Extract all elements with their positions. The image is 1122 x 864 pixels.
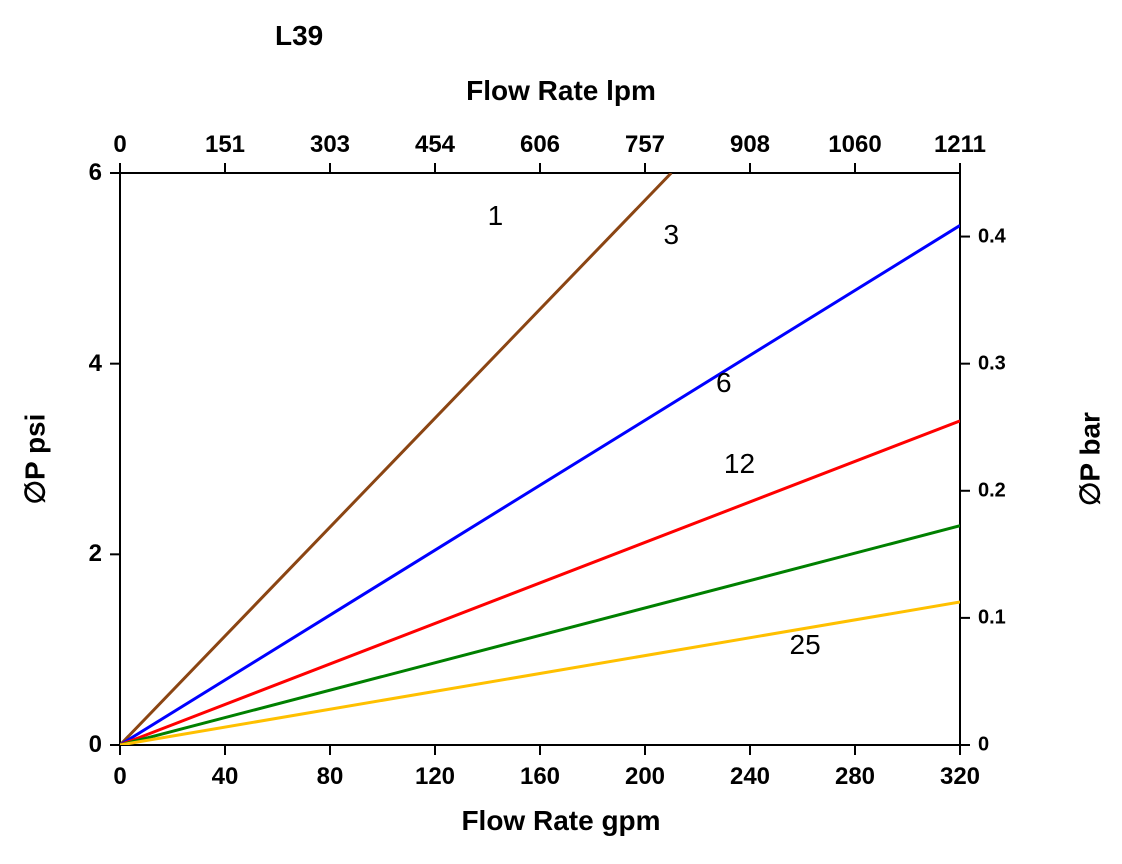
ytick-label-right: 0 xyxy=(978,734,989,757)
xtick-label-bottom: 320 xyxy=(940,763,980,791)
series-line-1 xyxy=(120,173,671,745)
xtick-label-top: 606 xyxy=(520,131,560,159)
series-label-3: 3 xyxy=(663,219,679,251)
xtick-label-bottom: 280 xyxy=(835,763,875,791)
xtick-label-top: 303 xyxy=(310,131,350,159)
xtick-label-bottom: 240 xyxy=(730,763,770,791)
ytick-label-right: 0.1 xyxy=(978,606,1006,629)
series-label-12: 12 xyxy=(724,448,755,480)
ytick-label-left: 4 xyxy=(89,350,102,378)
xtick-label-top: 151 xyxy=(205,131,245,159)
xtick-label-top: 0 xyxy=(113,131,126,159)
xtick-label-top: 1060 xyxy=(828,131,881,159)
ytick-label-right: 0.2 xyxy=(978,479,1006,502)
series-line-12 xyxy=(120,526,960,745)
xtick-label-bottom: 0 xyxy=(113,763,126,791)
series-label-25: 25 xyxy=(790,629,821,661)
ytick-label-right: 0.3 xyxy=(978,352,1006,375)
xtick-label-top: 757 xyxy=(625,131,665,159)
ytick-label-left: 0 xyxy=(89,731,102,759)
series-line-3 xyxy=(120,225,960,745)
plot-area xyxy=(0,0,1122,864)
series-line-6 xyxy=(120,421,960,745)
xtick-label-bottom: 80 xyxy=(317,763,344,791)
xtick-label-bottom: 200 xyxy=(625,763,665,791)
ytick-label-left: 2 xyxy=(89,540,102,568)
ytick-label-left: 6 xyxy=(89,159,102,187)
series-group xyxy=(120,173,960,745)
xtick-label-top: 908 xyxy=(730,131,770,159)
xtick-label-bottom: 120 xyxy=(415,763,455,791)
xtick-label-bottom: 40 xyxy=(212,763,239,791)
series-line-25 xyxy=(120,602,960,745)
xtick-label-top: 1211 xyxy=(934,131,986,159)
pressure-drop-chart: L39 Flow Rate lpm Flow Rate gpm ∅P psi ∅… xyxy=(0,0,1122,864)
xtick-label-top: 454 xyxy=(415,131,455,159)
series-label-6: 6 xyxy=(716,367,732,399)
ytick-label-right: 0.4 xyxy=(978,225,1006,248)
xtick-label-bottom: 160 xyxy=(520,763,560,791)
series-label-1: 1 xyxy=(488,200,504,232)
